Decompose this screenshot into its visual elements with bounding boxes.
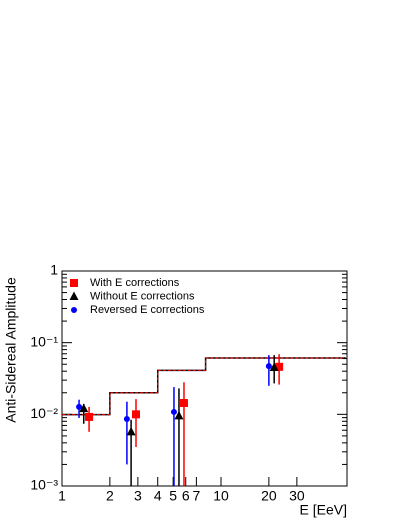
legend-label: Reversed E corrections — [90, 304, 205, 316]
y-tick-label: 10⁻³ — [30, 477, 58, 493]
x-tick-label: 10 — [213, 488, 229, 504]
x-tick-label: 20 — [261, 488, 277, 504]
legend-label: With E corrections — [90, 277, 180, 289]
marker — [265, 363, 272, 370]
x-axis-label: E [EeV] — [300, 502, 347, 518]
marker — [174, 410, 184, 420]
marker — [131, 410, 140, 419]
x-tick-label: 4 — [154, 488, 162, 504]
marker — [126, 426, 136, 436]
x-tick-label: 3 — [134, 488, 142, 504]
marker — [85, 412, 94, 421]
step-line — [62, 357, 346, 416]
legend-marker — [71, 307, 77, 313]
marker — [123, 416, 130, 423]
y-tick-label: 10⁻² — [30, 405, 58, 421]
step-line — [62, 357, 346, 416]
marker — [269, 362, 279, 372]
y-axis-label: Anti-Sidereal Amplitude — [3, 277, 19, 423]
marker — [76, 403, 83, 410]
marker — [79, 403, 89, 413]
x-tick-label: 2 — [106, 488, 114, 504]
x-tick-label: 7 — [192, 488, 200, 504]
y-tick-label: 10⁻¹ — [30, 333, 58, 349]
x-tick-label: 5 — [169, 488, 177, 504]
x-tick-label: 6 — [182, 488, 190, 504]
marker — [275, 362, 284, 371]
y-tick-label: 1 — [50, 262, 58, 278]
marker — [170, 408, 177, 415]
legend-label: Without E corrections — [90, 290, 195, 302]
x-tick-label: 1 — [58, 488, 66, 504]
marker — [179, 398, 188, 407]
legend-marker — [70, 279, 78, 287]
legend-marker — [69, 291, 79, 300]
plot-frame — [61, 270, 348, 487]
x-tick-label: 30 — [289, 488, 305, 504]
